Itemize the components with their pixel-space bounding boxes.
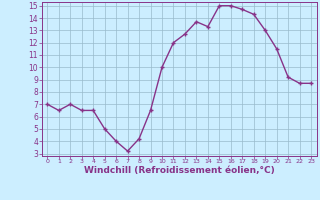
X-axis label: Windchill (Refroidissement éolien,°C): Windchill (Refroidissement éolien,°C) <box>84 166 275 175</box>
